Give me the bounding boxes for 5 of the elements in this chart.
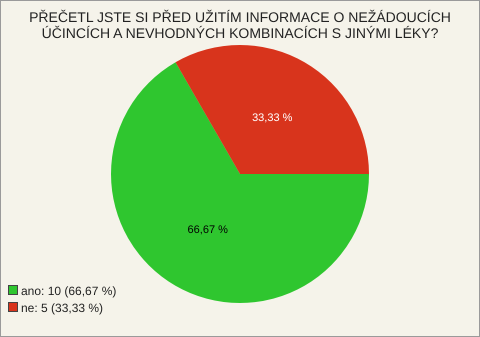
chart-title: PŘEČETL JSTE SI PŘED UŽITÍM INFORMACE O NEŽÁDOUCÍCH ÚČINCÍCH A NEVHODNÝCH KOMBINACÍCH S JINÝMI LÉKY? <box>28 9 452 41</box>
legend-label: ano: 10 (66,67 %) <box>21 284 116 298</box>
data-label: 66,67 % <box>188 224 228 236</box>
legend-label: ne: 5 (33,33 %) <box>21 301 104 315</box>
data-label: 33,33 % <box>252 112 293 124</box>
